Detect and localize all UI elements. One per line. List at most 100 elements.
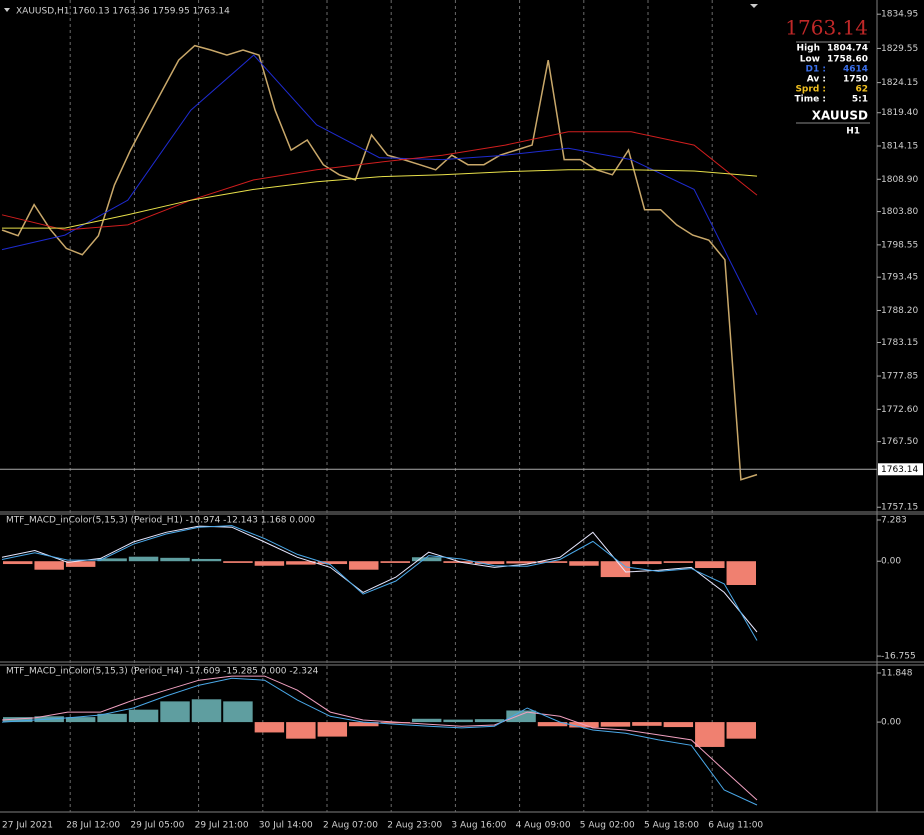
histogram-bar (726, 561, 756, 585)
y-tick-label: 7.283 (881, 515, 907, 525)
histogram-bar (223, 561, 253, 563)
histogram-bar (411, 718, 442, 723)
series-line (1, 131, 758, 231)
menu-arrow[interactable] (4, 8, 10, 12)
panel-title: XAUUSD,H1 1760.13 1763.36 1759.95 1763.1… (16, 7, 230, 17)
y-tick-label: 0.00 (881, 557, 901, 567)
histogram-bar (34, 561, 64, 570)
histogram-bar (349, 561, 379, 570)
histogram-bar (254, 561, 285, 566)
symbol: XAUUSD (812, 109, 868, 123)
series-line (1, 677, 758, 806)
histogram-bar (506, 561, 536, 564)
x-tick-label: 3 Aug 16:00 (451, 821, 506, 831)
x-tick-label: 27 Jul 2021 (2, 821, 53, 831)
time-value: 5:1 (852, 95, 868, 105)
histogram-bar (695, 561, 725, 569)
histogram-bar (160, 701, 190, 723)
histogram-bar (97, 713, 127, 723)
histogram-bar (726, 722, 756, 739)
histogram-bar (65, 717, 96, 723)
scroll-arrow[interactable] (750, 4, 758, 8)
y-tick-label: 1777.85 (881, 372, 918, 382)
histogram-bar (474, 719, 505, 723)
x-tick-label: 29 Jul 21:00 (195, 821, 249, 831)
x-tick-label: 28 Jul 12:00 (66, 821, 120, 831)
histogram-bar (254, 722, 285, 733)
histogram-bar (223, 701, 253, 723)
histogram-bar (286, 722, 316, 739)
y-tick-label: 1757.15 (881, 503, 918, 513)
panel-title: MTF_MACD_inColor(5,15,3) (Period_H1) -10… (6, 516, 315, 526)
av-value: 1750 (843, 75, 868, 85)
period: H1 (846, 127, 860, 137)
histogram-bar (474, 561, 505, 565)
histogram-bar (128, 709, 159, 723)
y-tick-label: 1772.60 (881, 405, 918, 415)
d1-value: 4614 (843, 65, 868, 75)
sprd-value: 62 (855, 85, 868, 95)
histogram-bar (191, 558, 222, 562)
last-price-box (878, 463, 923, 476)
y-tick-label: 0.00 (881, 718, 901, 728)
panel-title: MTF_MACD_inColor(5,15,3) (Period_H4) -17… (6, 667, 319, 677)
low-value: 1758.60 (827, 55, 868, 65)
y-tick-label: 1793.45 (881, 273, 918, 283)
high-label: High (797, 44, 820, 54)
x-tick-label: 4 Aug 09:00 (516, 821, 571, 831)
histogram-bar (695, 722, 725, 747)
histogram-bar (3, 561, 33, 565)
x-tick-label: 29 Jul 05:00 (130, 821, 184, 831)
y-tick-label: 1783.15 (881, 338, 918, 348)
histogram-bar (663, 722, 694, 728)
y-tick-label: -16.755 (881, 652, 916, 662)
series-line (1, 54, 758, 316)
current-price: 1763.14 (785, 16, 868, 40)
y-tick-label: 1767.50 (881, 437, 918, 447)
histogram-bar (317, 722, 348, 737)
y-tick-label: 1798.55 (881, 240, 918, 250)
d1-label: D1 : (806, 65, 826, 75)
x-tick-label: 2 Aug 23:00 (387, 821, 442, 831)
y-tick-label: 1824.15 (881, 78, 918, 88)
histogram-bar (3, 717, 33, 723)
histogram-bar (380, 722, 410, 724)
series-line (1, 675, 758, 801)
av-label: Av : (807, 75, 826, 85)
time-label: Time : (795, 95, 826, 105)
histogram-bar (600, 722, 631, 727)
series-line (2, 169, 758, 229)
histogram-bar (443, 719, 473, 723)
low-label: Low (800, 55, 820, 65)
histogram-bar (128, 556, 159, 562)
histogram-bar (380, 561, 410, 563)
last-price-label: 1763.14 (881, 465, 918, 475)
sprd-label: Sprd : (795, 85, 826, 95)
histogram-bar (632, 561, 662, 565)
x-tick-label: 30 Jul 14:00 (259, 821, 313, 831)
y-tick-label: 1819.40 (881, 108, 918, 118)
histogram-bar (537, 722, 568, 727)
y-tick-label: 11.848 (881, 669, 913, 679)
histogram-bar (160, 557, 190, 562)
histogram-bar (191, 699, 222, 723)
x-tick-label: 2 Aug 07:00 (323, 821, 378, 831)
histogram-bar (537, 561, 568, 563)
series-line (1, 525, 758, 633)
histogram-bar (65, 561, 96, 567)
series-line (1, 525, 758, 641)
x-tick-label: 6 Aug 11:00 (708, 821, 763, 831)
high-value: 1804.74 (827, 44, 868, 54)
histogram-bar (349, 722, 379, 727)
y-tick-label: 1803.80 (881, 207, 918, 217)
y-tick-label: 1834.95 (881, 10, 918, 20)
y-tick-label: 1814.15 (881, 142, 918, 152)
histogram-bar (97, 558, 127, 562)
histogram-bar (506, 710, 536, 723)
histogram-bar (663, 561, 694, 563)
histogram-bar (286, 561, 316, 565)
histogram-bar (443, 561, 473, 563)
histogram-bar (632, 722, 662, 726)
